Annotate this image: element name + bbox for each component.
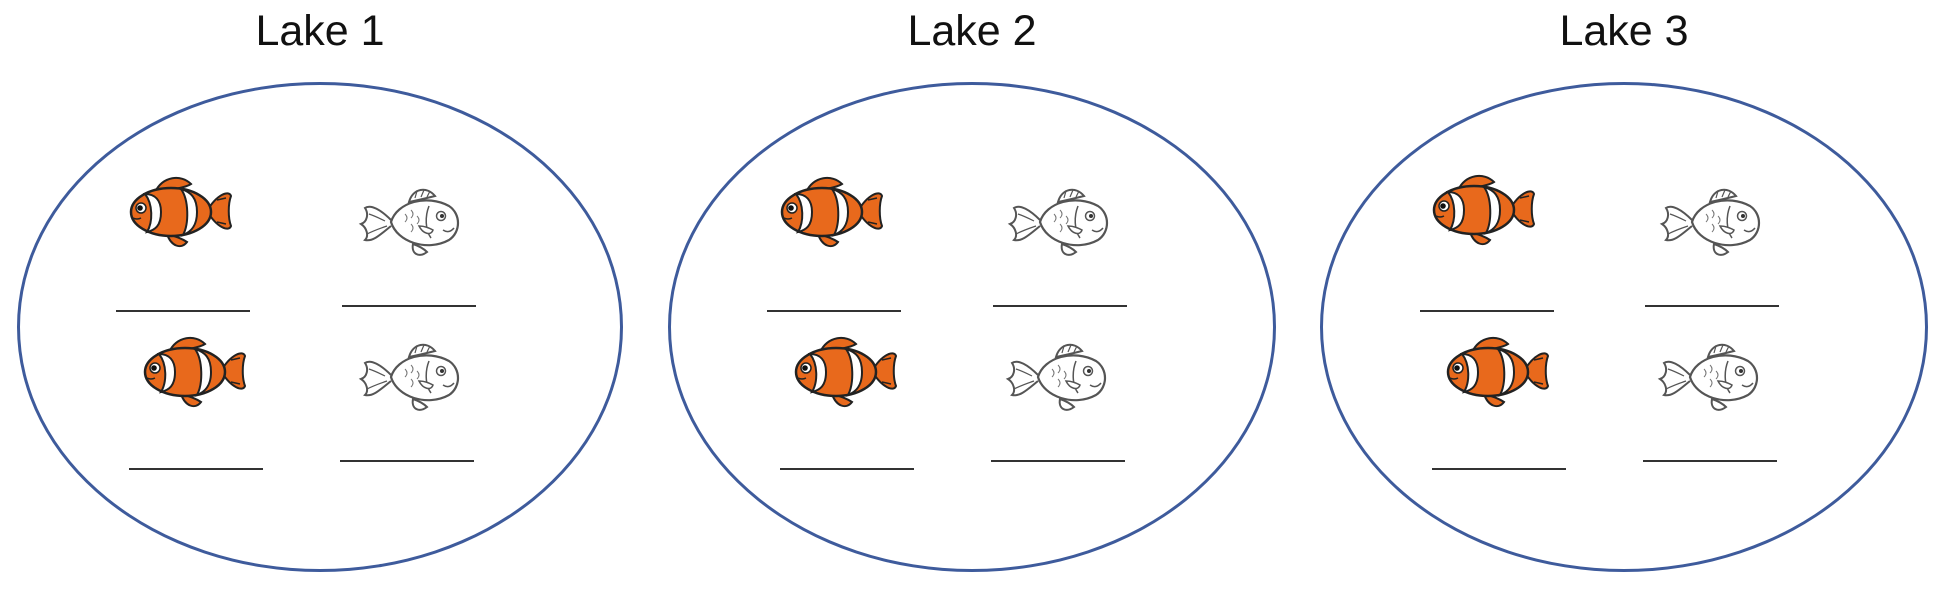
fish-outline-icon [357, 335, 467, 417]
answer-blank[interactable] [342, 305, 476, 307]
clownfish-icon [139, 330, 249, 412]
lake-2-title: Lake 2 [907, 7, 1037, 55]
answer-blank[interactable] [129, 468, 263, 470]
answer-blank[interactable] [1432, 468, 1566, 470]
lake-3-title: Lake 3 [1559, 7, 1689, 55]
fish-outline-icon [1656, 335, 1766, 417]
fish-outline-icon [357, 180, 467, 262]
answer-blank[interactable] [340, 460, 474, 462]
lake-1-oval [17, 82, 623, 572]
lake-2-oval [668, 82, 1276, 572]
answer-blank[interactable] [1645, 305, 1779, 307]
answer-blank[interactable] [993, 305, 1127, 307]
fish-outline-icon [1658, 180, 1768, 262]
clownfish-icon [1442, 330, 1552, 412]
lake-1: Lake 1 [17, 0, 623, 593]
answer-blank[interactable] [767, 310, 901, 312]
answer-blank[interactable] [780, 468, 914, 470]
lake-1-title: Lake 1 [255, 7, 385, 55]
answer-blank[interactable] [1643, 460, 1777, 462]
clownfish-icon [790, 330, 900, 412]
answer-blank[interactable] [991, 460, 1125, 462]
answer-blank[interactable] [1420, 310, 1554, 312]
answer-blank[interactable] [116, 310, 250, 312]
clownfish-icon [1428, 168, 1538, 250]
fish-outline-icon [1004, 335, 1114, 417]
clownfish-icon [125, 170, 235, 252]
lake-3-oval [1320, 82, 1928, 572]
fish-outline-icon [1006, 180, 1116, 262]
clownfish-icon [776, 170, 886, 252]
lake-2: Lake 2 [668, 0, 1276, 593]
lake-3: Lake 3 [1320, 0, 1928, 593]
